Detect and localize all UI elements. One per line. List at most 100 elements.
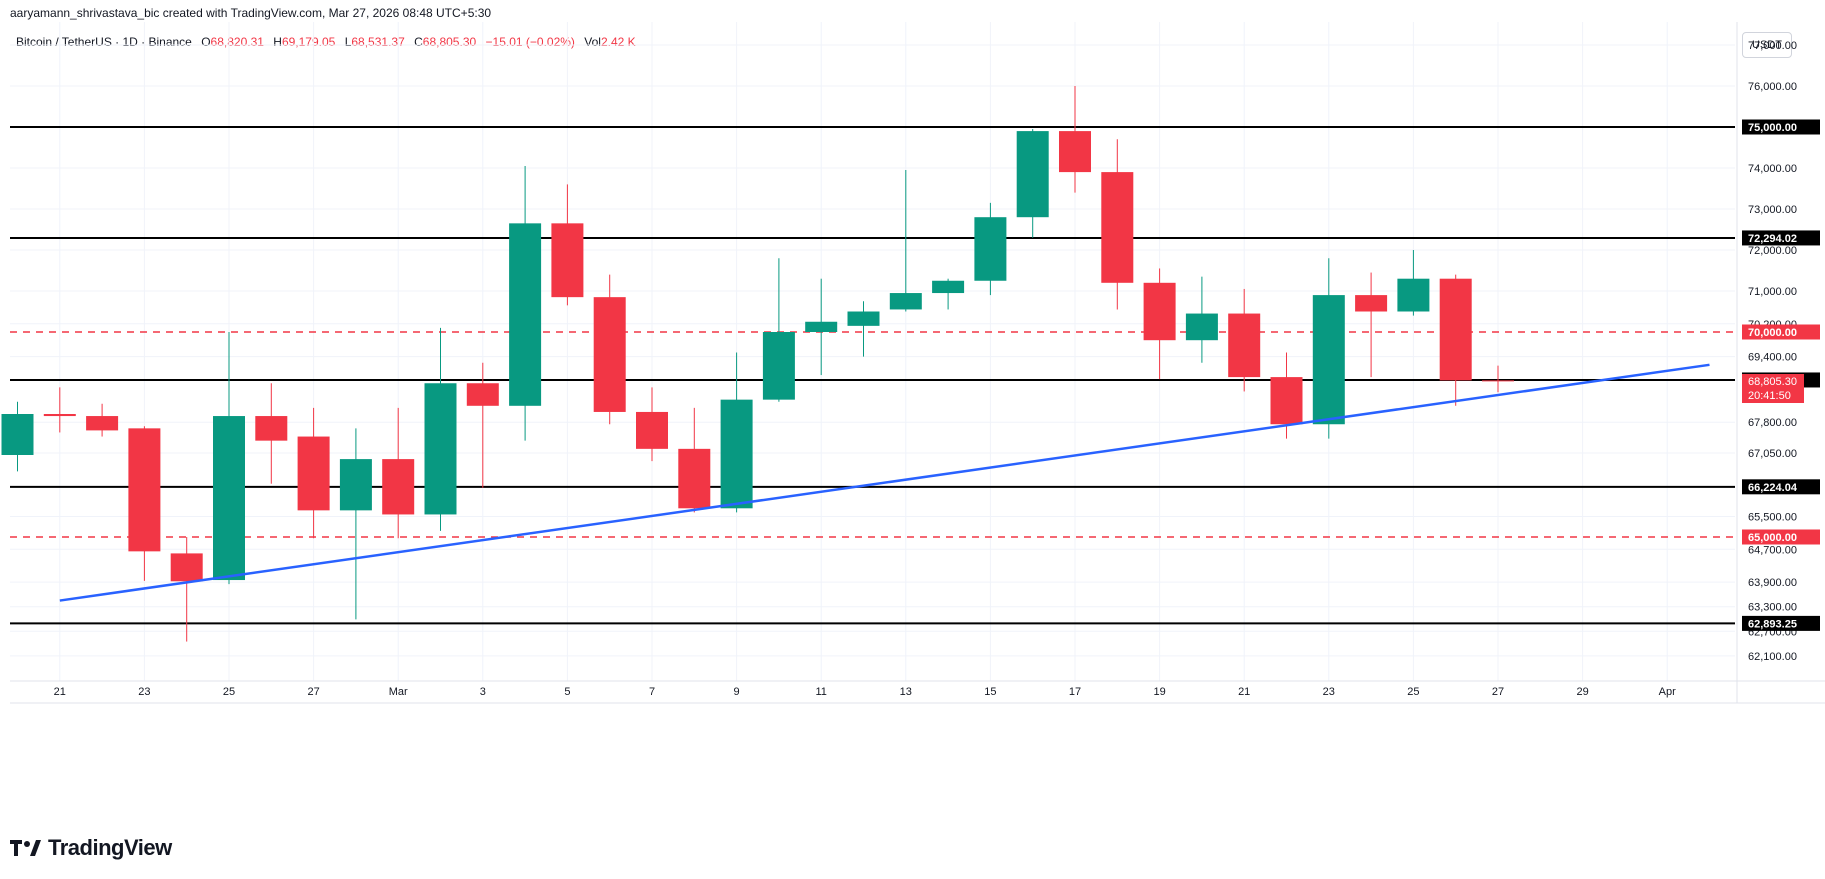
candle-body [720, 399, 753, 509]
candle-up [805, 278, 838, 376]
currency-selector[interactable]: USDT [1742, 32, 1792, 58]
badge-background [1742, 479, 1820, 495]
candle-down [128, 426, 161, 581]
candle-up [974, 202, 1007, 296]
candle-body [1185, 313, 1218, 341]
last-price-badge: 68,805.30 20:41:50 [1742, 373, 1804, 403]
candle-body [678, 448, 711, 509]
candle-down [466, 362, 499, 488]
candle-body [424, 383, 457, 515]
level-price-badge: 65,000.00 [1742, 529, 1820, 545]
time-tick-label: 9 [734, 686, 740, 698]
candle-body [1439, 278, 1472, 381]
price-tick-label: 76,000.00 [1748, 81, 1797, 93]
candle-down [1355, 272, 1388, 378]
time-tick-label: 7 [649, 686, 655, 698]
level-price-badge: 72,294.02 [1742, 230, 1820, 246]
price-tick-label: 63,900.00 [1748, 577, 1797, 589]
candle-down [43, 387, 76, 433]
candle-body [1101, 172, 1134, 283]
price-tick-label: 73,000.00 [1748, 204, 1797, 216]
price-tick-label: 69,400.00 [1748, 352, 1797, 364]
time-tick-label: 13 [900, 686, 912, 698]
badge-label: 72,294.02 [1748, 233, 1797, 245]
badge-background [1742, 615, 1820, 631]
candle-down [86, 403, 119, 437]
candle-down [1059, 86, 1091, 193]
badge-background [1742, 230, 1820, 246]
candle-up [509, 165, 542, 441]
candle-up [1, 401, 34, 472]
tradingview-brand[interactable]: TradingView [10, 835, 172, 861]
candle-body [43, 414, 76, 417]
candle-body [339, 459, 372, 511]
candle-down [551, 184, 584, 306]
candle-body [1143, 282, 1176, 341]
chart-grid [10, 22, 1825, 704]
candle-up [762, 258, 795, 402]
candle-body [593, 297, 626, 412]
candle-body [86, 416, 119, 431]
time-tick-label: 25 [1407, 686, 1419, 698]
price-badges: 75,000.0072,294.0270,000.0068,830.0866,2… [1742, 119, 1820, 631]
ascending-trendline [59, 363, 1710, 602]
time-tick-label: 25 [223, 686, 235, 698]
time-tick-label: 21 [54, 686, 66, 698]
candle-body [974, 217, 1007, 281]
candle-body [551, 223, 584, 298]
candle-up [889, 170, 922, 312]
price-tick-label: 72,000.00 [1748, 245, 1797, 257]
candle-up [1397, 250, 1430, 316]
badge-label: 70,000.00 [1748, 327, 1797, 339]
time-tick-label: 3 [480, 686, 486, 698]
candle-body [1355, 295, 1388, 312]
level-price-badge: 62,893.25 [1742, 615, 1820, 631]
candle-body [762, 332, 795, 400]
badge-label: 62,893.25 [1748, 618, 1797, 630]
time-tick-label: 5 [564, 686, 570, 698]
badge-label: 66,224.04 [1748, 482, 1798, 494]
candle-down [678, 407, 711, 513]
candle-down [255, 383, 288, 484]
close-label: C [414, 35, 423, 49]
candle-up [1312, 258, 1345, 439]
candle-up [339, 428, 372, 620]
candle-body [509, 223, 542, 406]
time-axis: 21 23 25 27 Mar 3 5 7 9 11 13 15 17 19 21 23 25 27 29 Apr [54, 686, 1676, 698]
candle-body [1228, 313, 1261, 378]
badge-background [1742, 324, 1820, 340]
price-tick-label: 63,300.00 [1748, 602, 1797, 614]
time-tick-label: Apr [1659, 686, 1676, 698]
candle-body [170, 553, 203, 582]
badge-label: 65,000.00 [1748, 532, 1797, 544]
time-tick-label: 21 [1238, 686, 1250, 698]
time-tick-label: 11 [815, 686, 826, 698]
last-price-background [1742, 373, 1804, 403]
candle-up [932, 278, 965, 310]
candle-down [1101, 139, 1134, 310]
candle-up [1185, 276, 1218, 363]
candle-up [720, 352, 753, 513]
candle-body [213, 416, 245, 581]
candle-body [805, 321, 838, 332]
brand-name: TradingView [48, 835, 172, 860]
candle-body [1, 414, 34, 455]
candle-body [1059, 131, 1091, 173]
candle-body [1312, 295, 1345, 425]
time-tick-label: 29 [1576, 686, 1588, 698]
candle-down [297, 407, 330, 539]
tradingview-logo-icon [10, 840, 41, 856]
price-tick-label: 65,500.00 [1748, 512, 1797, 524]
price-tick-label: 74,000.00 [1748, 163, 1797, 175]
time-tick-label: 19 [1153, 686, 1165, 698]
candle-body [1482, 380, 1514, 382]
trendline-layer [59, 363, 1710, 602]
candle-body [382, 459, 415, 515]
candle-body [297, 436, 330, 511]
badge-background [1742, 529, 1820, 545]
badge-label: 75,000.00 [1748, 122, 1797, 134]
candle-up [847, 301, 880, 357]
candles [1, 86, 1514, 642]
candle-body [1270, 377, 1303, 425]
